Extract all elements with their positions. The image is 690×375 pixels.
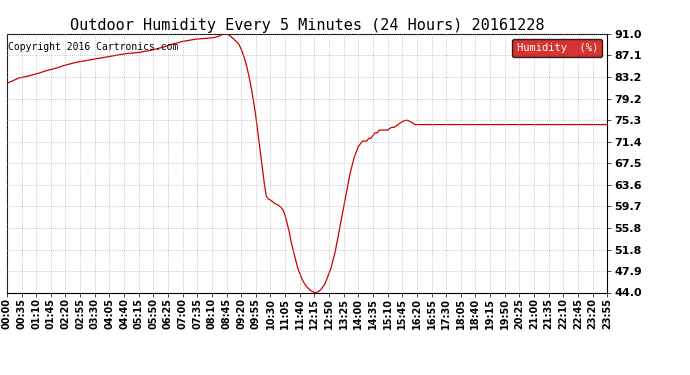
Legend: Humidity  (%): Humidity (%) xyxy=(513,39,602,57)
Title: Outdoor Humidity Every 5 Minutes (24 Hours) 20161228: Outdoor Humidity Every 5 Minutes (24 Hou… xyxy=(70,18,544,33)
Text: Copyright 2016 Cartronics.com: Copyright 2016 Cartronics.com xyxy=(8,42,179,51)
